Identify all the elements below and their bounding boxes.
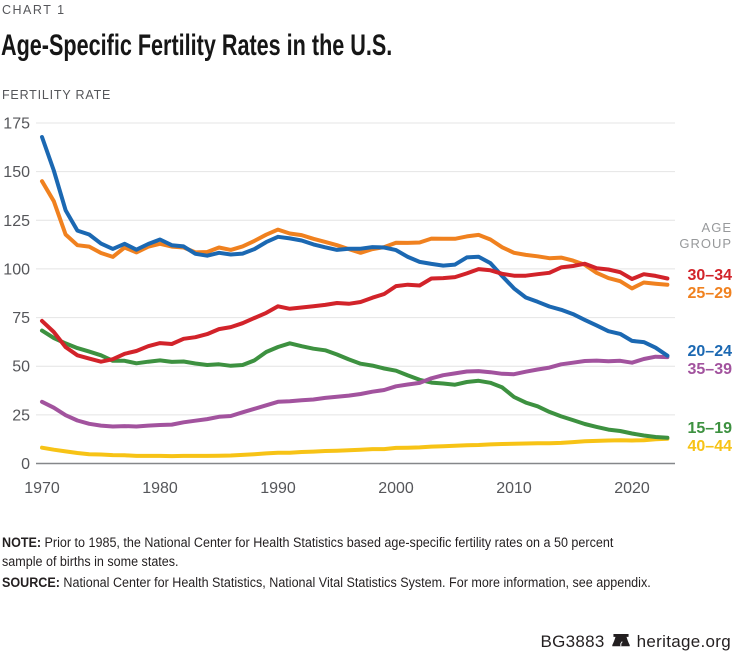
legend-title: AGE GROUP: [679, 220, 732, 251]
y-tick-label: 25: [12, 407, 30, 424]
source-label: SOURCE:: [2, 575, 60, 590]
y-tick-label: 0: [21, 456, 30, 473]
x-tick-label: 2010: [496, 480, 532, 497]
note-label: NOTE:: [2, 535, 42, 550]
x-tick-label: 2020: [614, 480, 650, 497]
legend-label-ages-15-19: 15–19: [687, 420, 733, 437]
x-tick-label: 2000: [378, 480, 414, 497]
series-line-ages-35-39: [40, 354, 670, 429]
heritage-site-text: heritage.org: [636, 632, 731, 651]
legend-label-ages-35-39: 35–39: [687, 361, 733, 378]
legend-label-ages-20-24: 20–24: [687, 343, 733, 360]
chart-kicker: CHART 1: [2, 3, 66, 17]
y-tick-label: 75: [12, 310, 30, 327]
note-text: Prior to 1985, the National Center for H…: [2, 535, 614, 569]
y-tick-label: 125: [3, 213, 30, 230]
series-line-ages-30-34: [40, 261, 670, 364]
series-line-ages-20-24: [40, 135, 670, 358]
notes-block: NOTE: Prior to 1985, the National Center…: [2, 533, 734, 592]
legend-label-ages-25-29: 25–29: [687, 285, 733, 302]
footer: BG3883 heritage.org: [0, 632, 734, 652]
x-tick-label: 1970: [24, 480, 60, 497]
y-tick-label: 100: [3, 261, 30, 278]
y-tick-label: 175: [3, 116, 30, 133]
note: NOTE: Prior to 1985, the National Center…: [2, 533, 734, 571]
x-tick-label: 1980: [142, 480, 178, 497]
source: SOURCE: National Center for Health Stati…: [2, 573, 734, 592]
series-line-ages-40-44: [40, 436, 670, 459]
y-axis-title: FERTILITY RATE: [2, 88, 112, 102]
y-tick-label: 150: [3, 164, 30, 181]
report-code: BG3883: [540, 632, 605, 651]
series-line-ages-25-29: [40, 179, 670, 291]
chart-area: 0 25 50 75 100 125 150 175 1970 1980 1990 2000 2010 2…: [0, 108, 734, 503]
series-line-ages-15-19: [40, 328, 670, 440]
fertility-line-chart: 0 25 50 75 100 125 150 175 1970 1980 1990 2000 2010 2…: [3, 116, 675, 497]
heritage-bell-icon: [611, 634, 630, 647]
source-text: National Center for Health Statistics, N…: [59, 575, 651, 590]
y-tick-label: 50: [12, 359, 30, 376]
x-tick-label: 1990: [260, 480, 296, 497]
legend-label-ages-40-44: 40–44: [687, 438, 733, 455]
legend-label-ages-30-34: 30–34: [687, 267, 733, 284]
page-title: Age-Specific Fertility Rates in the U.S.: [1, 29, 393, 62]
